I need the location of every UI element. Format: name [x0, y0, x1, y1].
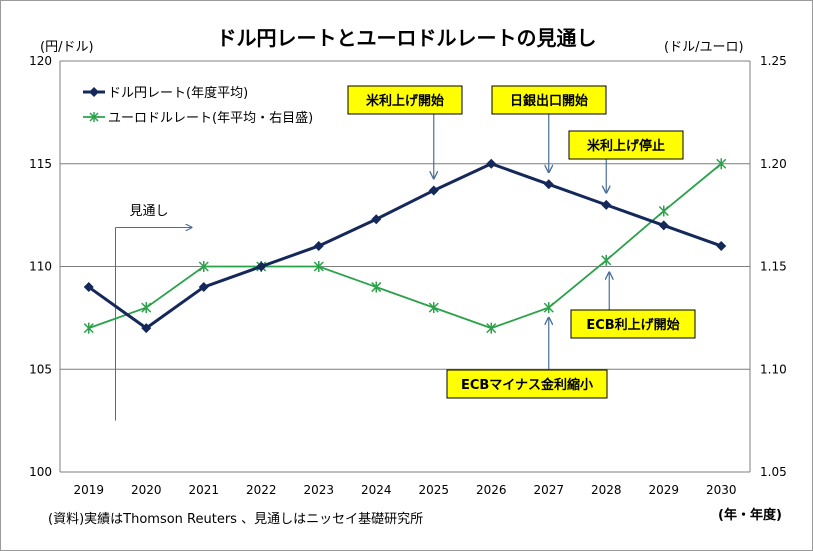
left-axis-unit: (円/ドル) — [40, 40, 94, 55]
marker-usd-jpy — [543, 179, 554, 190]
marker-eur-usd — [198, 261, 209, 272]
right-axis-unit: (ドル/ユーロ) — [664, 40, 744, 55]
annotation-box-fed-stop — [568, 130, 684, 160]
marker-usd-jpy — [256, 261, 267, 272]
marker-eur-usd — [601, 254, 612, 266]
left-axis-tick-label: 120 — [29, 54, 52, 68]
x-axis-tick-label: 2030 — [706, 483, 737, 497]
legend-marker-eur-usd — [89, 112, 99, 122]
x-axis-tick-label: 2025 — [418, 483, 449, 497]
right-axis-tick-label: 1.20 — [760, 157, 787, 171]
right-axis-tick-label: 1.15 — [760, 260, 787, 274]
marker-eur-usd — [486, 322, 497, 334]
marker-eur-usd — [371, 281, 382, 293]
x-axis-tick-label: 2028 — [591, 483, 622, 497]
annotation-box-ecb-taper — [446, 369, 608, 399]
marker-usd-jpy — [198, 282, 209, 293]
marker-usd-jpy — [716, 240, 727, 251]
x-axis-tick-label: 2021 — [188, 483, 219, 497]
marker-eur-usd — [428, 302, 439, 314]
annotation-label-ecb-hike: ECB利上げ開始 — [586, 317, 679, 333]
annotation-label-fed-hike: 米利上げ開始 — [366, 93, 444, 109]
marker-usd-jpy — [601, 199, 612, 210]
x-axis-tick-label: 2026 — [476, 483, 507, 497]
legend-label-eur-usd: ユーロドルレート(年平均・右目盛) — [108, 111, 313, 126]
series-line-eur-usd — [88, 163, 722, 330]
annotation-label-fed-stop: 米利上げ停止 — [587, 138, 665, 154]
marker-usd-jpy — [141, 323, 152, 334]
annotation-box-ecb-hike — [570, 309, 696, 339]
source-note: (資料)実績はThomson Reuters 、見通しはニッセイ基礎研究所 — [48, 512, 424, 527]
series-line-usd-jpy — [87, 162, 722, 330]
annotation-label-boj-exit: 日銀出口開始 — [510, 93, 588, 109]
marker-eur-usd — [543, 302, 554, 314]
forecast-label: 見通し — [130, 204, 169, 219]
left-axis-tick-label: 105 — [29, 362, 52, 376]
legend-label-usd-jpy: ドル円レート(年度平均) — [108, 85, 248, 101]
x-axis-tick-label: 2024 — [361, 483, 392, 497]
right-axis-tick-label: 1.10 — [760, 362, 787, 376]
annotation-box-boj-exit — [491, 85, 607, 115]
marker-usd-jpy — [658, 220, 669, 231]
x-axis-unit: (年・年度) — [718, 508, 782, 523]
marker-eur-usd — [83, 322, 94, 334]
marker-eur-usd — [141, 302, 152, 314]
left-axis-tick-label: 100 — [29, 465, 52, 479]
annotation-box-fed-hike — [347, 85, 463, 115]
right-axis-tick-label: 1.05 — [760, 465, 787, 479]
x-axis-tick-label: 2022 — [246, 483, 277, 497]
marker-usd-jpy — [486, 158, 497, 169]
x-axis-tick-label: 2023 — [303, 483, 334, 497]
left-axis-tick-label: 115 — [29, 157, 52, 171]
marker-usd-jpy — [313, 240, 324, 251]
marker-eur-usd — [313, 261, 324, 272]
x-axis-tick-label: 2019 — [73, 483, 104, 497]
annotation-label-ecb-taper: ECBマイナス金利縮小 — [461, 377, 593, 393]
legend-marker-usd-jpy — [89, 87, 99, 97]
x-axis-tick-label: 2029 — [648, 483, 679, 497]
marker-usd-jpy — [428, 185, 439, 196]
left-axis-tick-label: 110 — [29, 260, 52, 274]
marker-eur-usd — [716, 158, 727, 170]
marker-usd-jpy — [371, 214, 382, 225]
marker-usd-jpy — [83, 282, 94, 293]
x-axis-tick-label: 2027 — [533, 483, 564, 497]
right-axis-tick-label: 1.25 — [760, 54, 787, 68]
chart-title: ドル円レートとユーロドルレートの見通し — [216, 26, 597, 50]
x-axis-tick-label: 2020 — [131, 483, 162, 497]
marker-eur-usd — [658, 205, 669, 217]
